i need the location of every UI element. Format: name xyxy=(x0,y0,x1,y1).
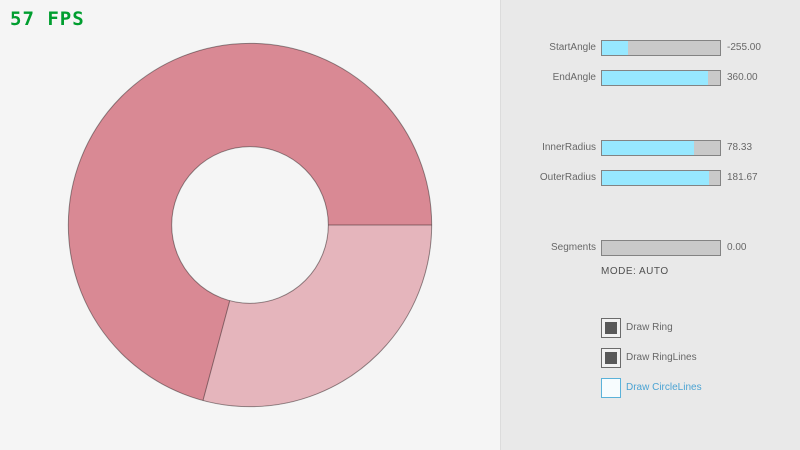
ring-outer-circle-line xyxy=(67,42,433,408)
ring-inner-circle-line xyxy=(171,146,329,304)
draw-circle-lines-label: Draw CircleLines xyxy=(626,382,702,393)
slider-row-segments: Segments 0.00 xyxy=(501,240,800,256)
draw-circle-lines-checkbox[interactable] xyxy=(601,378,621,398)
end-angle-slider-fill xyxy=(602,71,709,85)
slider-row-outer-radius: OuterRadius 181.67 xyxy=(501,170,800,186)
inner-radius-value: 78.33 xyxy=(727,142,753,153)
outer-radius-slider[interactable] xyxy=(601,170,721,186)
outer-radius-slider-fill xyxy=(602,171,710,185)
inner-radius-slider-fill xyxy=(602,141,695,155)
inner-radius-slider[interactable] xyxy=(601,140,721,156)
segments-label: Segments xyxy=(550,242,596,253)
segments-value: 0.00 xyxy=(727,242,747,253)
start-angle-label: StartAngle xyxy=(549,42,596,53)
ring-outline-lines xyxy=(67,42,433,408)
start-angle-slider[interactable] xyxy=(601,40,721,56)
draw-ring-lines-label: Draw RingLines xyxy=(626,352,697,363)
draw-ring-label: Draw Ring xyxy=(626,322,673,333)
segments-mode-text: MODE: AUTO xyxy=(601,266,669,277)
ring-canvas xyxy=(67,42,433,408)
ring-start-angle-line xyxy=(202,300,231,401)
slider-row-inner-radius: InnerRadius 78.33 xyxy=(501,140,800,156)
fps-counter: 57 FPS xyxy=(10,8,85,30)
slider-row-end-angle: EndAngle 360.00 xyxy=(501,70,800,86)
end-angle-slider[interactable] xyxy=(601,70,721,86)
draw-ring-lines-checkbox[interactable] xyxy=(601,348,621,368)
ring-single-pass-sector xyxy=(202,225,432,407)
start-angle-value: -255.00 xyxy=(727,42,761,53)
segments-slider[interactable] xyxy=(601,240,721,256)
draw-ring-checkbox[interactable] xyxy=(601,318,621,338)
outer-radius-label: OuterRadius xyxy=(539,172,596,183)
outer-radius-value: 181.67 xyxy=(727,172,758,183)
inner-radius-label: InnerRadius xyxy=(542,142,596,153)
end-angle-label: EndAngle xyxy=(552,72,596,83)
slider-row-start-angle: StartAngle -255.00 xyxy=(501,40,800,56)
end-angle-value: 360.00 xyxy=(727,72,758,83)
control-panel: StartAngle -255.00 EndAngle 360.00 Inner… xyxy=(500,0,800,450)
start-angle-slider-fill xyxy=(602,41,628,55)
